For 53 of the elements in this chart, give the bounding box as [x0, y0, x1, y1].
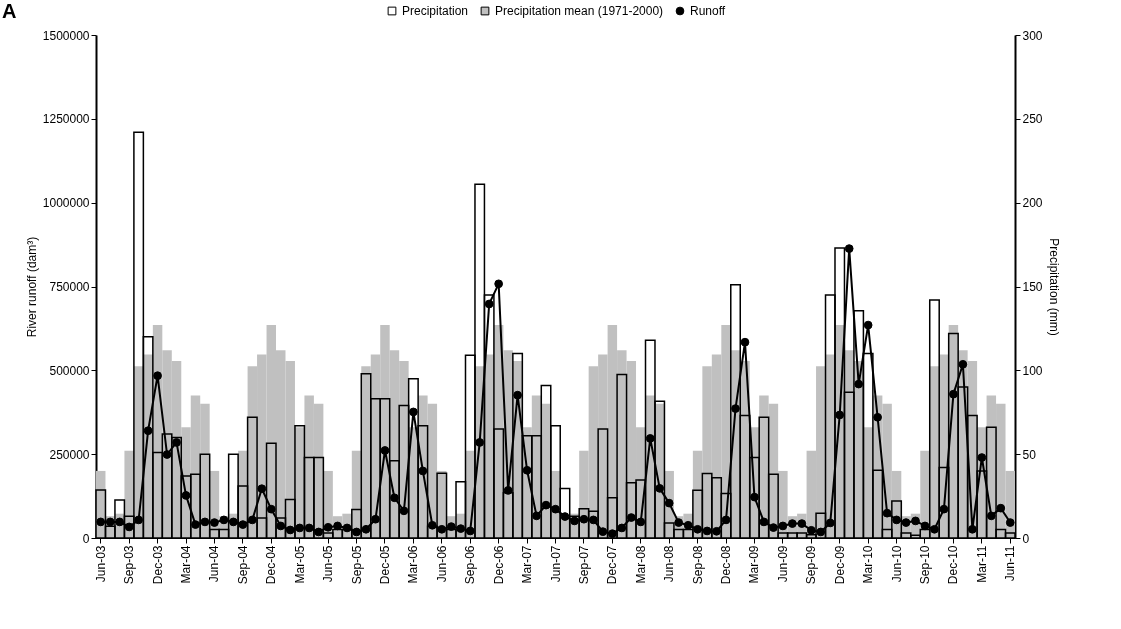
x-tick-label: Sep-09 — [804, 545, 819, 585]
x-tick-label: Mar-05 — [292, 545, 307, 584]
x-tick-label: Dec-10 — [946, 545, 961, 585]
x-tick-label: Sep-04 — [235, 545, 250, 585]
y-tick-label: 750000 — [49, 280, 90, 294]
x-tick-label: Dec-08 — [719, 545, 734, 585]
legend-label: Precipitation mean (1971-2000) — [495, 4, 664, 18]
x-tick-label: Sep-05 — [349, 545, 364, 585]
x-tick-label: Mar-04 — [179, 545, 194, 584]
x-tick-label: Dec-05 — [377, 545, 392, 585]
x-tick-label: Sep-07 — [576, 545, 591, 585]
x-tick-label: Sep-03 — [122, 545, 137, 585]
x-tick-label: Sep-10 — [917, 545, 932, 585]
y-axis-title: River runoff (dam³) — [24, 236, 39, 338]
x-tick-label: Mar-06 — [406, 545, 421, 584]
x-tick-label: Mar-10 — [861, 545, 876, 584]
legend-label: Precipitation — [402, 4, 469, 18]
x-tick-label: Mar-11 — [974, 545, 989, 583]
x-tick-label: Dec-07 — [605, 545, 620, 585]
x-tick-label: Jun-10 — [889, 545, 904, 583]
x-tick-label: Jun-07 — [548, 545, 563, 583]
x-tick-label: Jun-08 — [662, 545, 677, 583]
x-tick-label: Jun-03 — [93, 545, 108, 583]
x-tick-label: Sep-08 — [690, 545, 705, 585]
y-tick-label: 500000 — [49, 363, 90, 378]
y2-tick-label: 100 — [1022, 363, 1043, 378]
x-tick-label: Mar-09 — [747, 545, 762, 584]
y2-tick-label: 200 — [1022, 196, 1043, 211]
y-tick-label: 250000 — [49, 447, 90, 462]
x-tick-label: Dec-04 — [264, 545, 279, 585]
y2-tick-label: 150 — [1022, 280, 1043, 294]
panel-letter: A — [2, 0, 17, 23]
y-tick-label: 1000000 — [42, 196, 90, 211]
x-tick-label: Dec-03 — [150, 545, 165, 585]
x-tick-label: Dec-09 — [832, 545, 847, 585]
x-tick-label: Jun-09 — [775, 545, 790, 583]
x-tick-label: Mar-07 — [520, 545, 535, 584]
y-tick-label: 1500000 — [42, 28, 90, 43]
x-tick-label: Dec-06 — [491, 545, 506, 585]
y-tick-label: 1250000 — [42, 112, 90, 127]
x-tick-label: Jun-04 — [207, 545, 222, 583]
legend-label: Runoff — [690, 4, 726, 18]
y2-tick-label: 50 — [1022, 447, 1037, 462]
x-tick-label: Jun-06 — [434, 545, 449, 583]
y2-tick-label: 0 — [1022, 531, 1030, 546]
x-tick-label: Jun-05 — [321, 545, 336, 583]
y2-tick-label: 300 — [1022, 28, 1043, 43]
y-tick-label: 0 — [82, 531, 90, 546]
y2-axis-title: Precipitation (mm) — [1046, 238, 1061, 336]
x-tick-label: Mar-08 — [633, 545, 648, 584]
x-tick-label: Jun-11 — [1003, 545, 1018, 582]
x-tick-label: Sep-06 — [463, 545, 478, 585]
y2-tick-label: 250 — [1022, 112, 1043, 127]
